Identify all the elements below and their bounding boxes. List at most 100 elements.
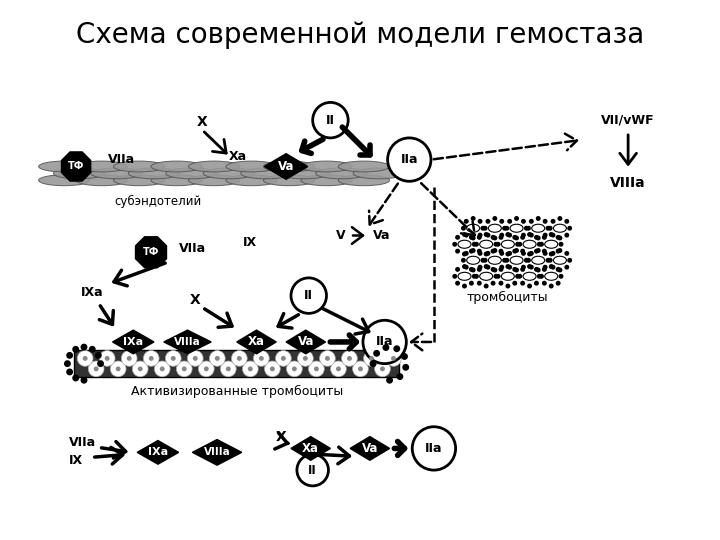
Circle shape — [537, 274, 541, 279]
Ellipse shape — [488, 224, 501, 232]
Circle shape — [498, 249, 503, 254]
Circle shape — [527, 264, 532, 269]
Circle shape — [526, 258, 531, 263]
Text: Va: Va — [278, 160, 294, 173]
Circle shape — [536, 216, 541, 221]
Circle shape — [270, 367, 275, 372]
Circle shape — [536, 267, 541, 273]
Circle shape — [498, 281, 503, 286]
Circle shape — [504, 258, 509, 263]
Circle shape — [471, 216, 476, 221]
Circle shape — [557, 267, 562, 273]
Ellipse shape — [264, 175, 315, 186]
Text: Схема современной модели гемостаза: Схема современной модели гемостаза — [76, 22, 644, 49]
Text: субэндотелий: субэндотелий — [114, 194, 202, 207]
Text: X: X — [197, 115, 207, 129]
Circle shape — [471, 235, 476, 240]
Circle shape — [513, 249, 517, 254]
Circle shape — [472, 242, 477, 247]
Circle shape — [413, 427, 456, 470]
Circle shape — [292, 367, 297, 372]
Circle shape — [534, 235, 539, 240]
Ellipse shape — [278, 168, 330, 179]
Circle shape — [471, 248, 476, 253]
Circle shape — [548, 226, 553, 231]
Ellipse shape — [532, 256, 545, 264]
Ellipse shape — [545, 272, 558, 280]
Circle shape — [472, 274, 477, 279]
Ellipse shape — [523, 240, 536, 248]
Circle shape — [557, 248, 562, 253]
Circle shape — [369, 360, 377, 367]
Circle shape — [297, 350, 313, 366]
Circle shape — [529, 265, 534, 269]
Circle shape — [507, 233, 512, 238]
Circle shape — [502, 226, 507, 231]
Text: IIa: IIa — [426, 442, 443, 455]
Circle shape — [482, 258, 487, 263]
Circle shape — [536, 248, 541, 253]
Circle shape — [559, 274, 564, 279]
Ellipse shape — [338, 175, 390, 186]
Circle shape — [138, 367, 143, 372]
Circle shape — [543, 219, 548, 224]
Circle shape — [549, 232, 554, 237]
Circle shape — [464, 233, 469, 238]
Text: II: II — [308, 464, 317, 477]
Circle shape — [474, 274, 479, 279]
Circle shape — [537, 242, 541, 247]
Circle shape — [507, 219, 512, 224]
Circle shape — [520, 235, 525, 240]
Circle shape — [469, 249, 474, 254]
Circle shape — [542, 281, 546, 286]
Ellipse shape — [128, 168, 179, 179]
Circle shape — [539, 242, 544, 247]
Circle shape — [471, 267, 476, 273]
Circle shape — [287, 361, 302, 377]
Circle shape — [527, 284, 532, 288]
Circle shape — [534, 249, 539, 254]
Circle shape — [116, 367, 121, 372]
Circle shape — [477, 281, 482, 286]
Circle shape — [369, 356, 374, 361]
Circle shape — [524, 258, 528, 263]
Circle shape — [485, 233, 490, 238]
Ellipse shape — [480, 240, 492, 248]
Text: Va: Va — [297, 335, 314, 348]
Circle shape — [81, 377, 87, 383]
Circle shape — [462, 284, 467, 288]
Circle shape — [499, 251, 504, 256]
Circle shape — [484, 264, 489, 269]
Circle shape — [505, 232, 510, 237]
Ellipse shape — [467, 256, 480, 264]
Circle shape — [495, 242, 500, 247]
Circle shape — [520, 249, 525, 254]
Circle shape — [99, 350, 115, 366]
Circle shape — [514, 235, 519, 240]
Circle shape — [499, 265, 504, 269]
Circle shape — [490, 235, 495, 240]
Circle shape — [374, 361, 390, 377]
Text: VIIa: VIIa — [108, 153, 135, 166]
Circle shape — [81, 343, 87, 350]
Circle shape — [336, 367, 341, 372]
Circle shape — [455, 281, 460, 286]
Circle shape — [499, 233, 504, 238]
Circle shape — [477, 267, 482, 272]
Ellipse shape — [554, 256, 567, 264]
Circle shape — [66, 352, 73, 359]
Text: VIIa: VIIa — [179, 242, 206, 255]
Circle shape — [490, 267, 495, 272]
Circle shape — [507, 251, 512, 256]
Text: ТФ: ТФ — [143, 247, 159, 257]
Circle shape — [462, 252, 467, 256]
Circle shape — [484, 252, 489, 256]
Ellipse shape — [264, 161, 315, 172]
Circle shape — [264, 361, 280, 377]
Circle shape — [387, 138, 431, 181]
Polygon shape — [112, 330, 154, 354]
Circle shape — [149, 356, 153, 361]
Polygon shape — [61, 152, 91, 181]
Polygon shape — [291, 437, 330, 460]
Circle shape — [94, 367, 99, 372]
